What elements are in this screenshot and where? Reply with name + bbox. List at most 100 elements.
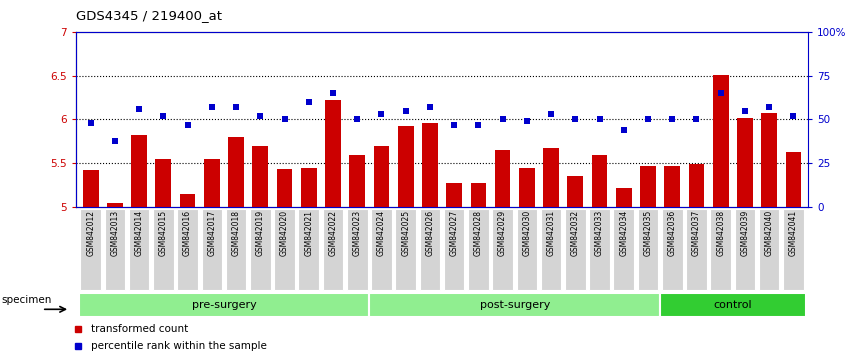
FancyBboxPatch shape [129,209,150,290]
FancyBboxPatch shape [79,293,370,317]
Text: GSM842029: GSM842029 [498,210,507,256]
Text: GSM842016: GSM842016 [183,210,192,256]
FancyBboxPatch shape [686,209,706,290]
Bar [349,154,365,207]
Bar [204,159,220,207]
Point [641,117,655,122]
Point [350,117,364,122]
FancyBboxPatch shape [711,209,731,290]
FancyBboxPatch shape [250,209,271,290]
Point [423,104,437,110]
FancyBboxPatch shape [759,209,779,290]
Bar [664,166,680,207]
Bar [131,135,147,207]
Text: GSM842017: GSM842017 [207,210,217,256]
Text: GSM842039: GSM842039 [740,210,750,256]
Bar [737,118,753,207]
Bar [495,150,510,207]
Text: GSM842028: GSM842028 [474,210,483,256]
FancyBboxPatch shape [299,209,319,290]
Point [714,90,728,96]
Text: GSM842013: GSM842013 [111,210,119,256]
Bar [640,166,656,207]
Point [739,108,752,114]
Bar [543,148,559,207]
Bar [568,176,583,207]
Text: GSM842018: GSM842018 [232,210,240,256]
Point [762,104,776,110]
Text: GSM842023: GSM842023 [353,210,362,256]
FancyBboxPatch shape [638,209,658,290]
FancyBboxPatch shape [80,209,101,290]
FancyBboxPatch shape [153,209,173,290]
Bar [398,126,414,207]
Text: GSM842032: GSM842032 [571,210,580,256]
FancyBboxPatch shape [105,209,125,290]
Bar [252,146,268,207]
FancyBboxPatch shape [371,209,392,290]
Bar [107,203,123,207]
Point [157,113,170,119]
Text: GSM842036: GSM842036 [667,210,677,256]
FancyBboxPatch shape [274,209,294,290]
Point [229,104,243,110]
Point [544,112,558,117]
FancyBboxPatch shape [178,209,198,290]
Bar [761,113,777,207]
Point [666,117,679,122]
Bar [301,168,316,207]
Text: percentile rank within the sample: percentile rank within the sample [91,341,266,351]
FancyBboxPatch shape [347,209,367,290]
Point [205,104,218,110]
Point [569,117,582,122]
Text: GSM842021: GSM842021 [305,210,313,256]
Bar [519,168,535,207]
Text: GSM842014: GSM842014 [135,210,144,256]
Text: GSM842040: GSM842040 [765,210,773,256]
Point [593,117,607,122]
Point [448,122,461,127]
Text: control: control [713,300,752,310]
Point [181,122,195,127]
Text: GSM842038: GSM842038 [717,210,725,256]
FancyBboxPatch shape [783,209,804,290]
Bar [447,183,462,207]
Text: GSM842027: GSM842027 [450,210,459,256]
Point [520,118,534,124]
Text: GSM842019: GSM842019 [255,210,265,256]
Point [132,106,146,112]
FancyBboxPatch shape [613,209,634,290]
Point [399,108,413,114]
Point [471,122,485,127]
Text: GSM842025: GSM842025 [401,210,410,256]
Text: pre-surgery: pre-surgery [191,300,256,310]
FancyBboxPatch shape [565,209,585,290]
Text: GSM842034: GSM842034 [619,210,629,256]
FancyBboxPatch shape [734,209,755,290]
Point [108,138,122,143]
Bar [689,164,705,207]
Bar [325,100,341,207]
Text: GSM842035: GSM842035 [644,210,652,256]
FancyBboxPatch shape [444,209,464,290]
Bar [786,152,801,207]
Point [617,127,630,133]
Point [302,99,316,105]
FancyBboxPatch shape [201,209,222,290]
Bar [374,146,389,207]
FancyBboxPatch shape [226,209,246,290]
Text: GSM842022: GSM842022 [328,210,338,256]
Text: GSM842030: GSM842030 [522,210,531,256]
FancyBboxPatch shape [492,209,513,290]
FancyBboxPatch shape [590,209,610,290]
Bar [591,154,607,207]
Text: GDS4345 / 219400_at: GDS4345 / 219400_at [76,9,222,22]
Text: GSM842041: GSM842041 [788,210,798,256]
Point [254,113,267,119]
Bar [713,75,728,207]
FancyBboxPatch shape [468,209,489,290]
Text: GSM842026: GSM842026 [426,210,434,256]
Text: GSM842012: GSM842012 [86,210,96,256]
Text: GSM842031: GSM842031 [547,210,556,256]
Bar [277,170,293,207]
